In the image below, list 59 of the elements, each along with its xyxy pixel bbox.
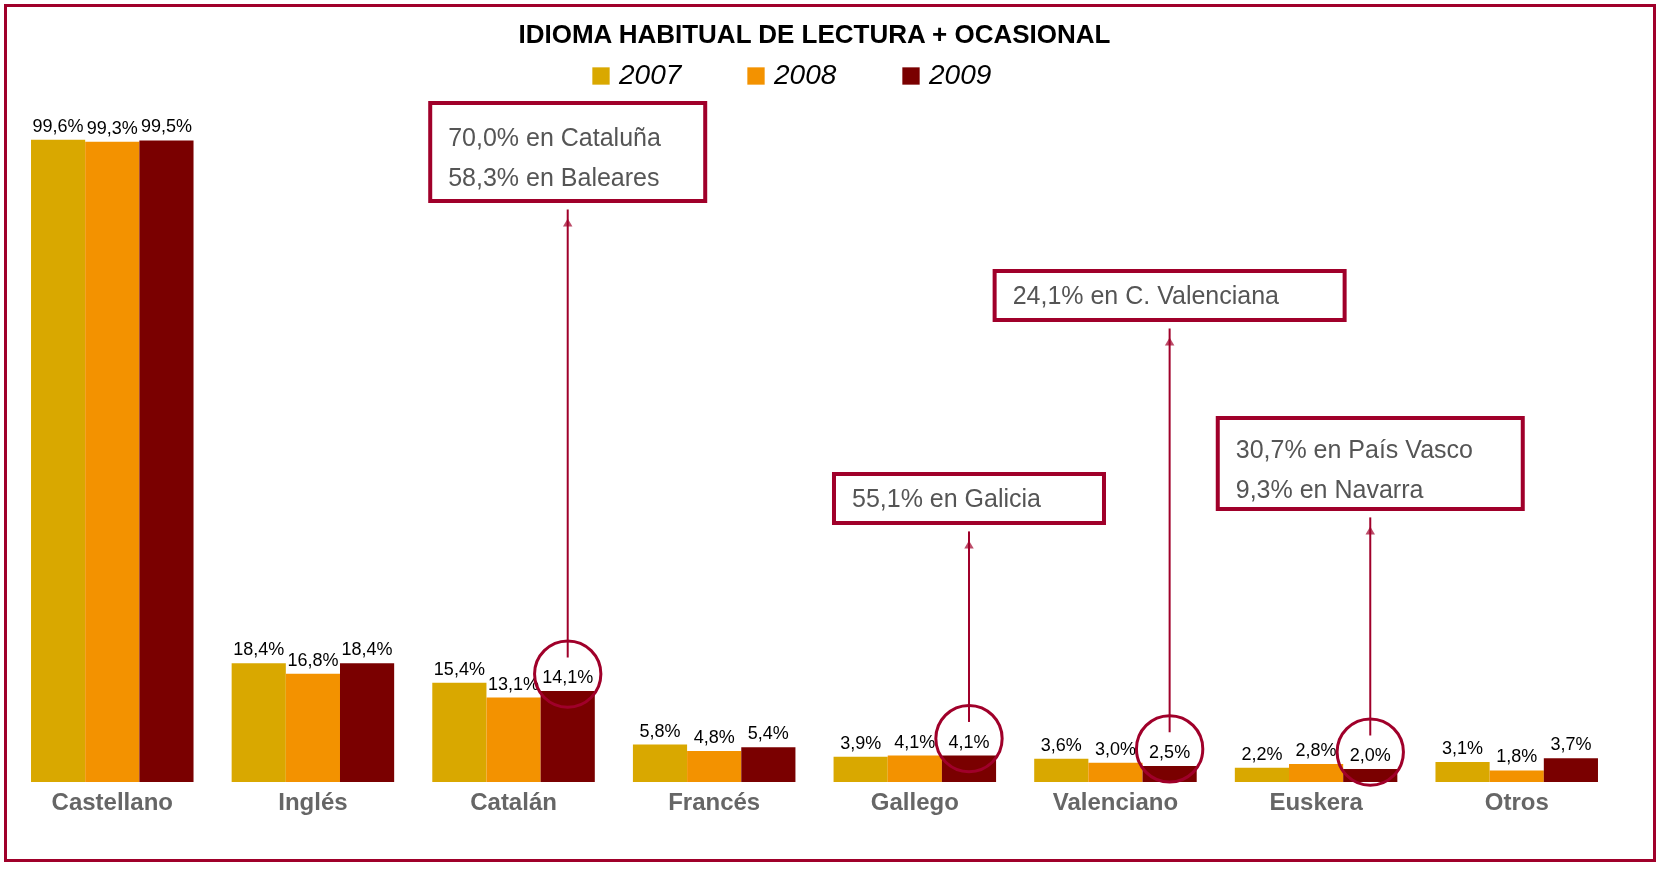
bar [1289,763,1344,782]
data-label: 4,1% [948,731,990,752]
bar [833,756,888,782]
data-label: 3,7% [1550,734,1592,755]
data-label: 99,5% [140,116,192,137]
x-tick-label: Valenciano [1052,787,1179,815]
data-label: 2,8% [1295,739,1337,760]
x-tick-label: Otros [1484,787,1549,815]
data-label: 5,4% [747,723,789,744]
bar [1543,758,1598,782]
x-tick-label: Gallego [870,787,959,815]
data-label: 2,2% [1241,743,1283,764]
data-label: 2,5% [1149,741,1191,762]
legend-label: 2007 [618,59,683,90]
bar [1489,770,1544,782]
annotation: 24,1% en C. Valenciana [1012,280,1280,309]
x-tick-label: Francés [668,787,761,815]
data-label: 3,1% [1442,738,1484,759]
bar [632,744,688,782]
bar [139,140,194,782]
bar [432,682,487,782]
data-label: 18,4% [233,639,285,660]
bar [486,697,541,782]
data-label: 3,9% [840,732,882,753]
data-label: 99,6% [32,115,84,136]
bar [1088,762,1143,782]
bar [1034,758,1089,782]
legend-label: 2009 [928,59,992,90]
data-label: 4,8% [693,727,735,748]
bar [31,139,86,782]
bar [540,691,595,782]
chart-title: IDIOMA HABITUAL DE LECTURA + OCASIONAL [518,19,1111,49]
data-label: 4,1% [894,731,936,752]
bar [887,755,942,782]
x-tick-label: Inglés [278,787,348,815]
annotation: 55,1% en Galicia [851,483,1042,512]
data-label: 15,4% [433,658,485,679]
annotation: 70,0% en Cataluña 58,3% en Baleares [448,123,661,191]
bar [85,141,140,782]
bar [231,663,286,782]
bar [687,751,742,782]
x-tick-label: Catalán [470,787,557,815]
legend-label: 2008 [773,59,837,90]
data-label: 18,4% [341,639,393,660]
bar [339,663,395,782]
x-tick-label: Castellano [51,787,173,815]
bar [741,747,796,782]
bar [1435,762,1490,782]
x-tick-label: Euskera [1269,787,1364,815]
data-label: 14,1% [542,667,594,688]
data-label: 3,6% [1040,734,1082,755]
bar [1234,767,1290,782]
data-label: 1,8% [1496,746,1538,767]
data-label: 2,0% [1349,745,1391,766]
data-label: 5,8% [639,720,681,741]
data-label: 99,3% [86,117,138,138]
annotation: 30,7% en País Vasco 9,3% en Navarra [1235,434,1473,503]
bar [285,673,340,782]
data-label: 16,8% [287,649,339,670]
